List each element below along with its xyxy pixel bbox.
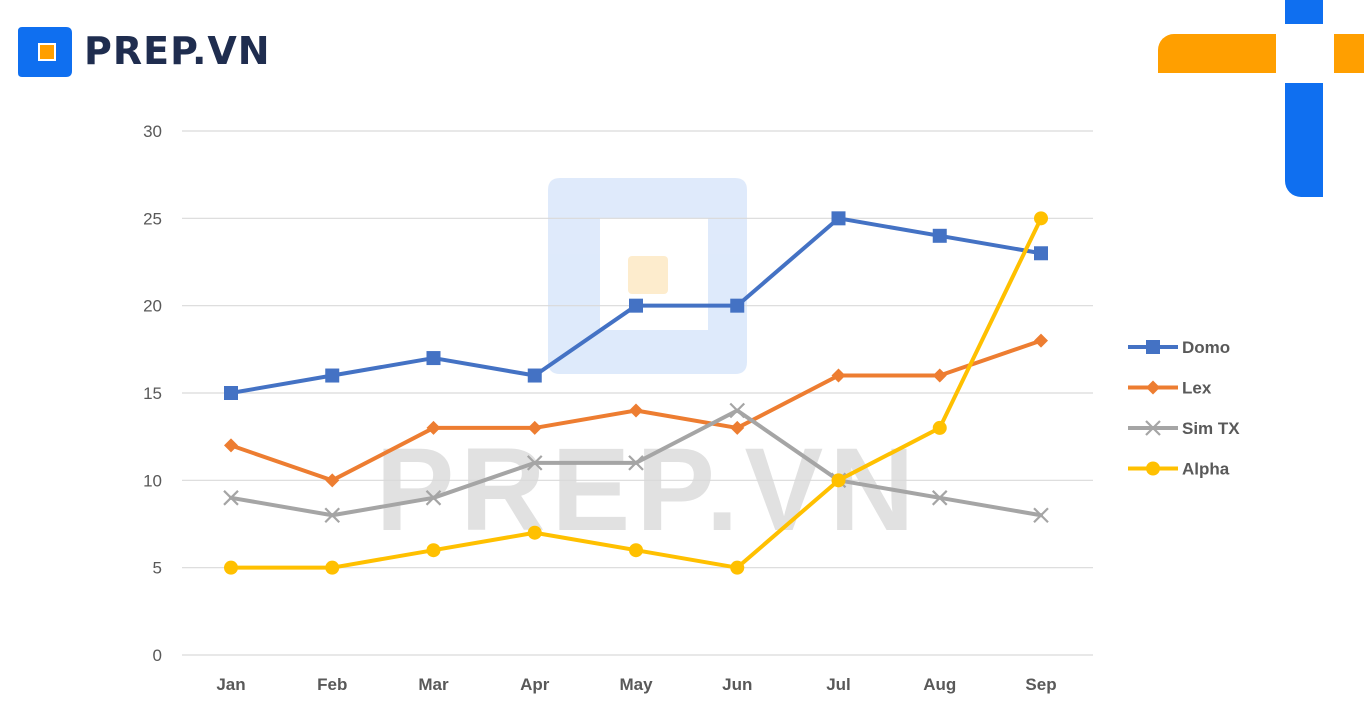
prep-logo-icon	[18, 27, 72, 77]
data-point	[325, 473, 340, 488]
data-point	[1034, 246, 1048, 261]
data-point	[426, 420, 441, 435]
y-tick-label: 0	[153, 646, 162, 665]
x-tick-label: Feb	[317, 675, 347, 694]
data-point	[325, 368, 340, 383]
y-tick-label: 30	[143, 122, 162, 141]
decor-blue-bar-bottom	[1285, 83, 1323, 197]
y-tick-label: 10	[143, 471, 162, 490]
data-point	[425, 490, 442, 506]
data-point	[931, 490, 948, 506]
data-point	[729, 402, 746, 419]
data-point	[527, 420, 542, 435]
data-point	[730, 420, 745, 435]
data-point	[527, 368, 542, 383]
brand-logo: PREP.VN	[16, 23, 271, 79]
legend-marker	[1146, 461, 1160, 476]
data-point	[831, 473, 846, 488]
data-point	[223, 490, 239, 506]
series-lex	[224, 333, 1048, 488]
data-point	[629, 298, 643, 313]
brand-name: PREP.VN	[84, 29, 271, 73]
data-point	[629, 403, 643, 418]
data-point	[224, 438, 238, 453]
data-point	[527, 525, 542, 540]
data-point	[628, 455, 644, 471]
chart-legend: Domo Lex Sim TX Alpha	[1128, 338, 1240, 479]
legend-label: Lex	[1182, 379, 1212, 398]
data-point	[1034, 333, 1048, 348]
legend-item: Domo	[1128, 338, 1230, 357]
data-point	[730, 298, 745, 313]
y-axis-ticks: 0 5 10 15 20 25 30	[143, 122, 162, 665]
y-tick-label: 25	[143, 209, 162, 228]
legend-label: Alpha	[1182, 460, 1230, 479]
x-tick-label: Jan	[216, 675, 245, 694]
data-point	[932, 228, 947, 243]
y-tick-label: 5	[153, 559, 162, 578]
legend-item: Alpha	[1128, 460, 1230, 479]
x-tick-label: Aug	[923, 675, 956, 694]
x-tick-label: May	[619, 675, 653, 694]
x-tick-label: Jul	[826, 675, 851, 694]
data-point	[224, 386, 238, 400]
decor-orange-bar-left	[1158, 34, 1276, 73]
data-point	[526, 455, 543, 471]
x-tick-label: Sep	[1025, 675, 1056, 694]
series-lines	[223, 211, 1049, 575]
data-point	[932, 420, 947, 435]
series-domo	[224, 211, 1048, 400]
decor-orange-bar-right	[1334, 34, 1364, 73]
series-alpha	[224, 211, 1048, 575]
legend-item: Lex	[1128, 379, 1212, 398]
y-tick-label: 20	[143, 297, 162, 316]
x-tick-label: Jun	[722, 675, 752, 694]
y-tick-label: 15	[143, 384, 162, 403]
x-tick-label: Mar	[418, 675, 449, 694]
data-point	[426, 543, 441, 558]
data-point	[730, 560, 745, 575]
data-point	[831, 211, 846, 226]
legend-marker	[1146, 340, 1160, 354]
legend-marker	[1145, 420, 1161, 436]
decor-blue-bar-top	[1285, 0, 1323, 24]
data-point	[629, 543, 643, 558]
data-point	[932, 368, 947, 383]
legend-item: Sim TX	[1128, 419, 1240, 438]
watermark-logo	[548, 178, 747, 374]
legend-label: Sim TX	[1182, 419, 1240, 438]
x-axis-ticks: Jan Feb Mar Apr May Jun Jul Aug Sep	[216, 675, 1056, 694]
data-point	[1034, 211, 1048, 226]
data-point	[224, 560, 238, 575]
data-point	[831, 368, 846, 383]
legend-marker	[1146, 380, 1160, 395]
x-tick-label: Apr	[520, 675, 550, 694]
data-point	[325, 560, 340, 575]
data-point	[324, 507, 341, 524]
legend-label: Domo	[1182, 338, 1230, 357]
data-point	[1033, 507, 1049, 524]
data-point	[426, 351, 441, 366]
